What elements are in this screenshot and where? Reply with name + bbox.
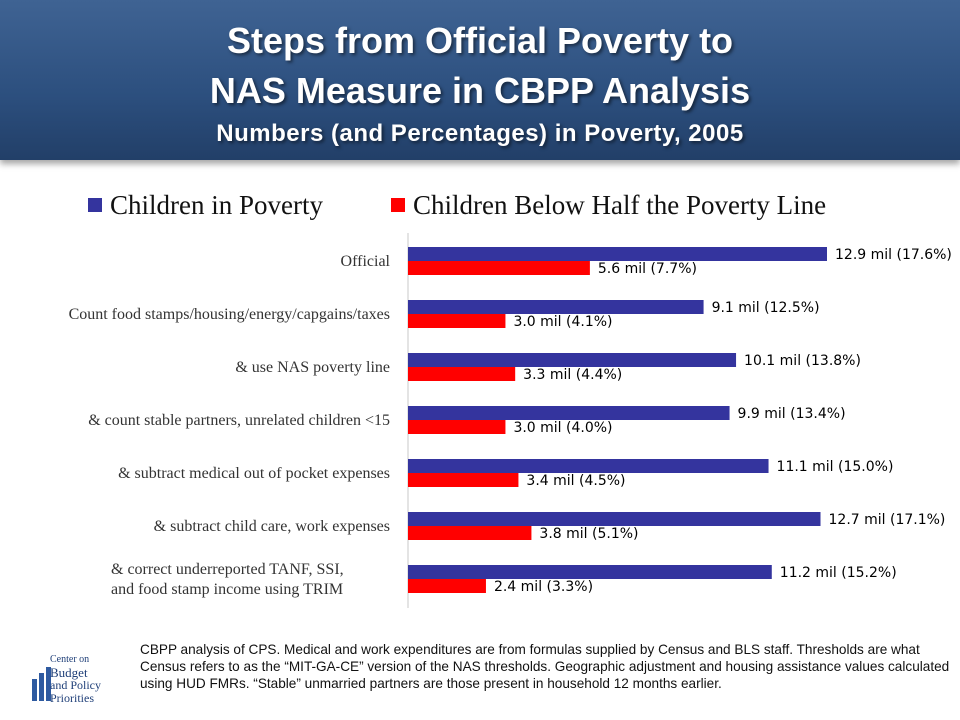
legend-swatch-below-half-poverty: [391, 198, 405, 212]
data-label-below-half-poverty-2: 3.0 mil (4.1%): [513, 314, 612, 330]
category-label-3: & use NAS poverty line: [235, 359, 390, 376]
data-label-below-half-poverty-1: 5.6 mil (7.7%): [598, 261, 697, 277]
title-line-2: NAS Measure in CBPP Analysis: [209, 70, 751, 111]
data-label-children-in-poverty-6: 12.7 mil (17.1%): [829, 512, 946, 528]
data-label-below-half-poverty-3: 3.3 mil (4.4%): [523, 367, 622, 383]
bar-children-in-poverty-3: [408, 353, 737, 367]
bar-below-half-poverty-4: [408, 420, 506, 434]
data-label-below-half-poverty-4: 3.0 mil (4.0%): [513, 420, 612, 436]
logo-text: Center on Budget and Policy Priorities: [50, 654, 101, 705]
bar-children-in-poverty-2: [408, 300, 704, 314]
category-label-6: & subtract child care, work expenses: [154, 518, 390, 535]
title-banner: Steps from Official Poverty to NAS Measu…: [0, 0, 960, 160]
category-label-2: Count food stamps/housing/energy/capgain…: [69, 306, 390, 323]
source-footnote: CBPP analysis of CPS. Medical and work e…: [140, 642, 950, 691]
bar-below-half-poverty-3: [408, 367, 516, 381]
category-label-1: Official: [341, 253, 391, 270]
data-label-below-half-poverty-5: 3.4 mil (4.5%): [526, 473, 625, 489]
data-label-children-in-poverty-1: 12.9 mil (17.6%): [835, 247, 952, 263]
bar-children-in-poverty-4: [408, 406, 730, 420]
title-line-1: Steps from Official Poverty to: [226, 20, 734, 61]
legend-label-children-in-poverty: Children in Poverty: [110, 190, 323, 220]
category-label-7-line-1: & correct underreported TANF, SSI,: [111, 561, 344, 578]
data-label-children-in-poverty-4: 9.9 mil (13.4%): [738, 406, 846, 422]
logo-mark: [30, 665, 54, 701]
bar-children-in-poverty-7: [408, 565, 772, 579]
bar-children-in-poverty-6: [408, 512, 821, 526]
bar-below-half-poverty-6: [408, 526, 532, 540]
bar-below-half-poverty-2: [408, 314, 506, 328]
bar-children-in-poverty-1: [408, 247, 827, 261]
bar-below-half-poverty-5: [408, 473, 519, 487]
bar-chart: 12.9 mil (17.6%) 5.6 mil (7.7%) Official 9.…: [69, 233, 952, 608]
cbpp-logo: Center on Budget and Policy Priorities: [30, 651, 120, 711]
data-label-below-half-poverty-6: 3.8 mil (5.1%): [539, 526, 638, 542]
bar-below-half-poverty-7: [408, 579, 486, 593]
bar-below-half-poverty-1: [408, 261, 590, 275]
subtitle: Numbers (and Percentages) in Poverty, 20…: [216, 120, 744, 147]
data-label-children-in-poverty-2: 9.1 mil (12.5%): [712, 300, 820, 316]
category-label-7-line-2: and food stamp income using TRIM: [111, 581, 343, 598]
legend-label-below-half-poverty: Children Below Half the Poverty Line: [413, 190, 827, 220]
bar-children-in-poverty-5: [408, 459, 769, 473]
data-label-children-in-poverty-5: 11.1 mil (15.0%): [777, 459, 894, 475]
data-label-children-in-poverty-7: 11.2 mil (15.2%): [780, 565, 897, 581]
category-label-4: & count stable partners, unrelated child…: [88, 412, 390, 429]
data-label-below-half-poverty-7: 2.4 mil (3.3%): [494, 579, 593, 595]
data-label-children-in-poverty-3: 10.1 mil (13.8%): [744, 353, 861, 369]
legend-swatch-children-in-poverty: [88, 198, 102, 212]
category-label-5: & subtract medical out of pocket expense…: [118, 465, 390, 482]
